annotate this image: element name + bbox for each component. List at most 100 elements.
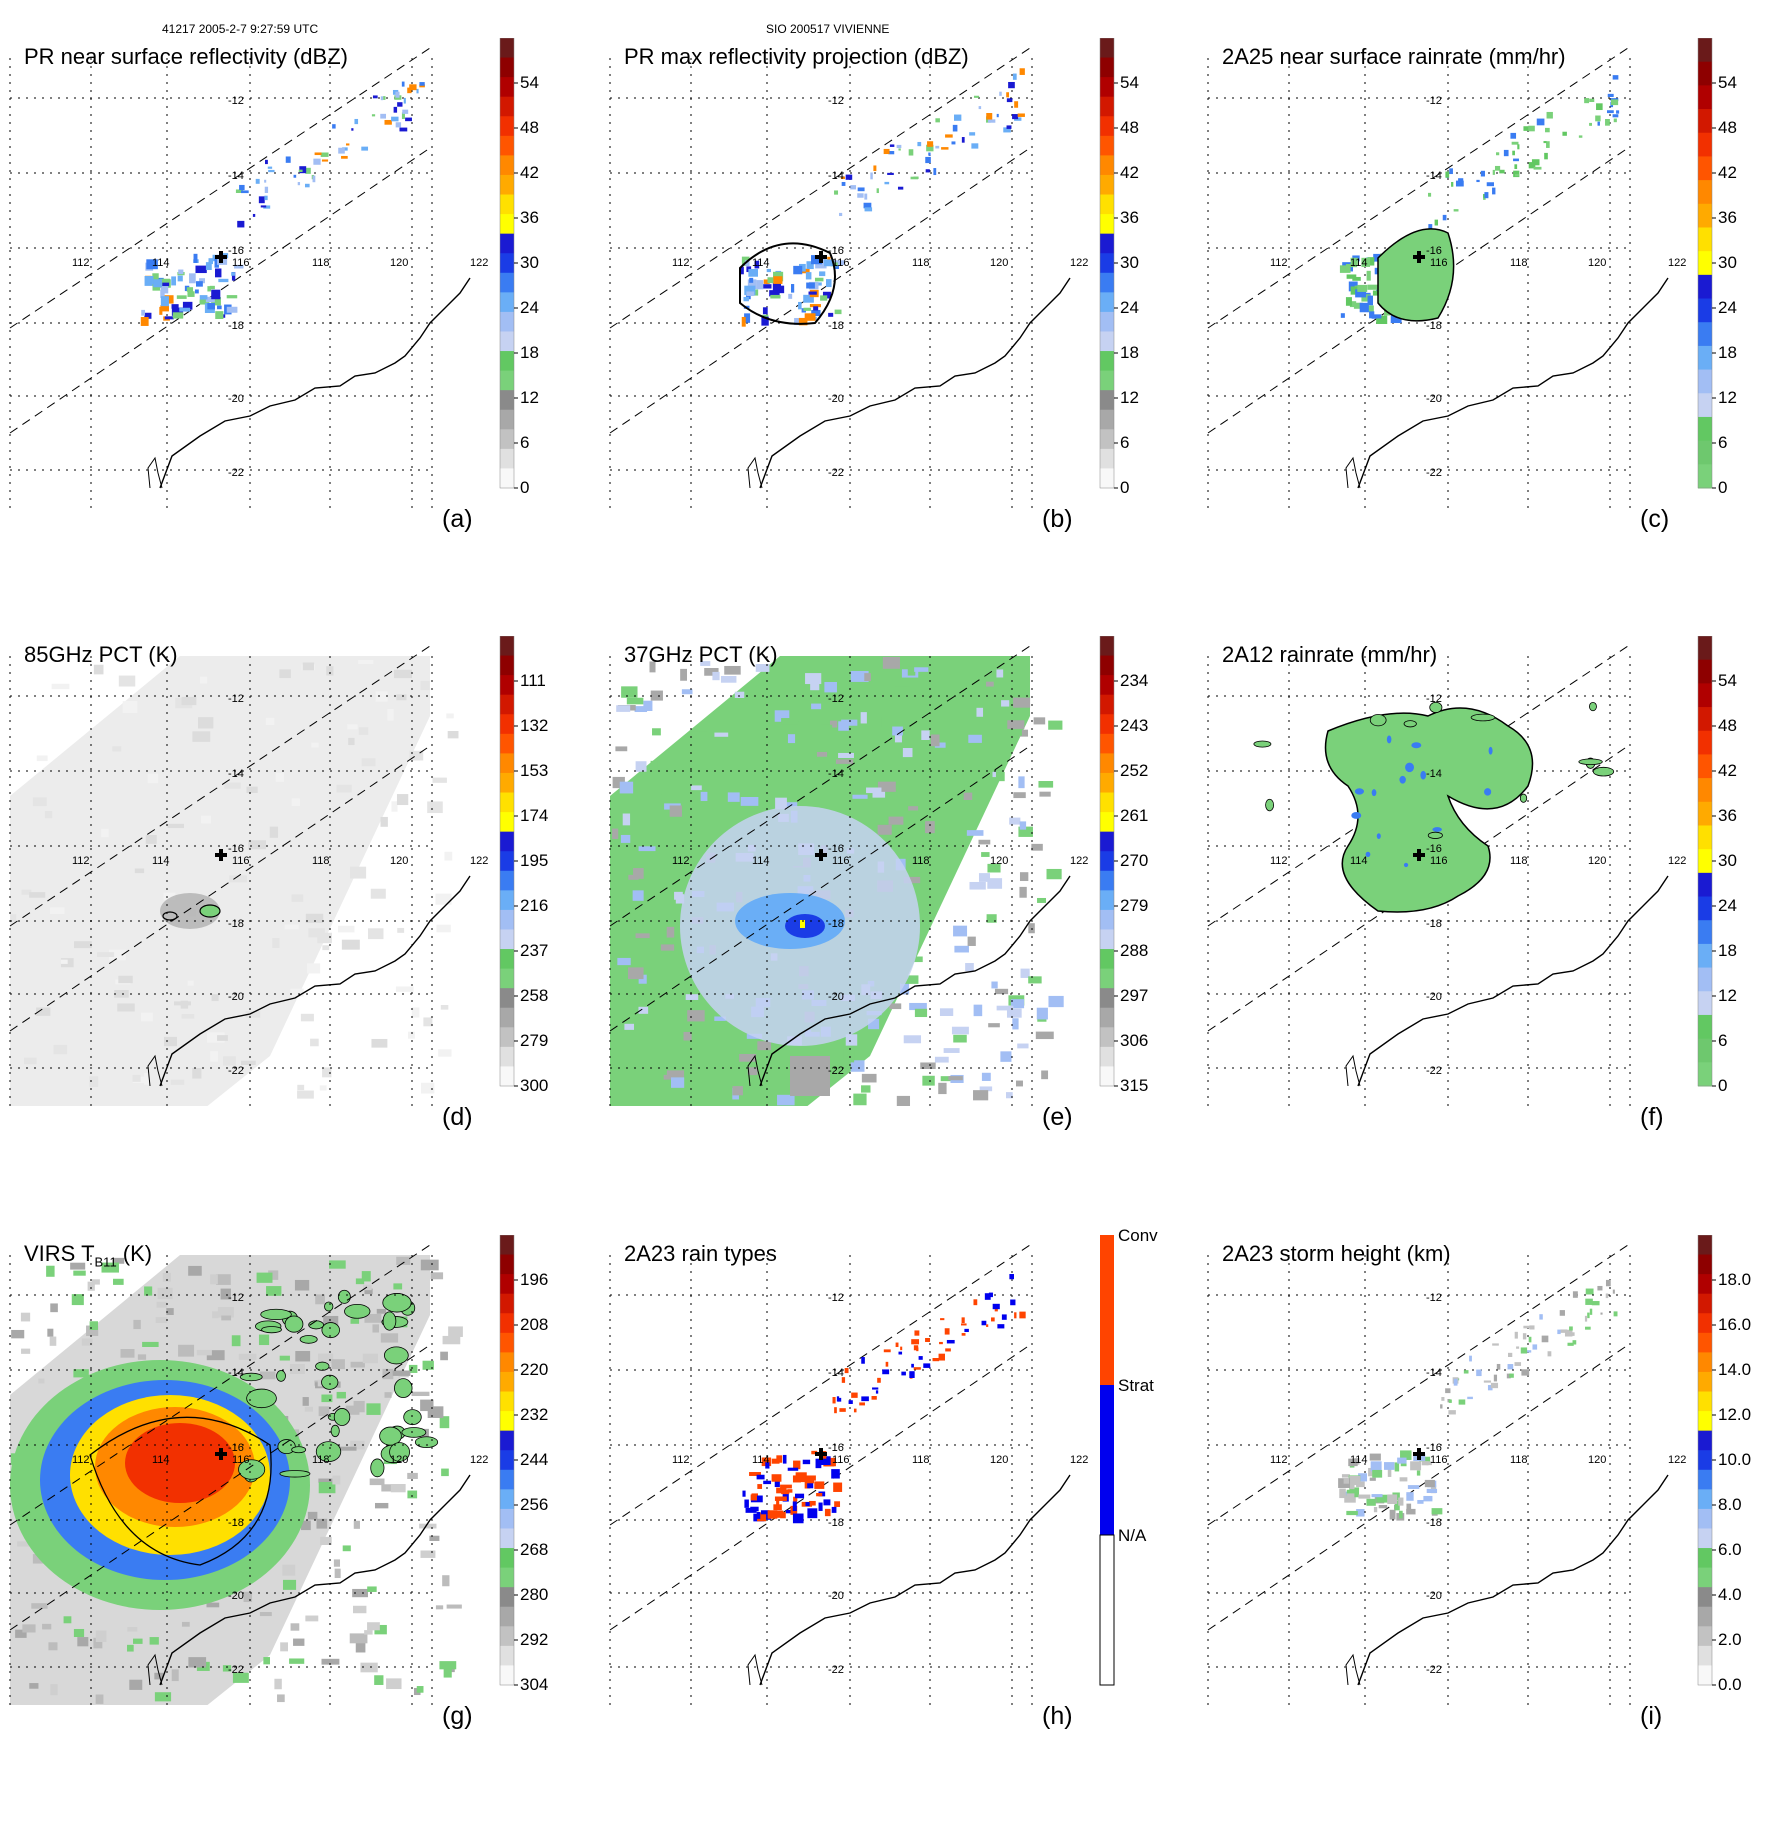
rain-cells	[140, 81, 425, 326]
lat-label: -12	[1426, 1292, 1442, 1304]
lat-label: -16	[1426, 1442, 1442, 1454]
rain-cell	[762, 307, 768, 315]
colorbar-segment	[1698, 707, 1712, 732]
swath-pixel	[341, 939, 360, 950]
lat-label: -20	[828, 991, 844, 1003]
lon-label: 112	[72, 257, 90, 269]
colorbar-segment	[500, 1274, 514, 1295]
swath-pixel	[101, 828, 109, 838]
swath-pixel	[199, 676, 208, 684]
swath-pixel	[442, 1575, 450, 1587]
rain-cell	[822, 291, 831, 299]
swath-pixel	[787, 734, 796, 744]
colorbar-segment	[1100, 714, 1114, 735]
colorbar-tick-label: 297	[1120, 986, 1149, 1005]
lat-label: -20	[228, 991, 244, 1003]
rain-cell	[1399, 1477, 1408, 1482]
lon-label: 112	[672, 257, 690, 269]
lon-label: 114	[1350, 855, 1368, 867]
lat-label: -18	[828, 918, 844, 930]
colorbar-segment	[1698, 659, 1712, 684]
swath-pixel	[15, 1629, 27, 1638]
panel-f-letter: (f)	[1640, 1103, 1664, 1131]
panel-a-map: 112 114 116 118 120 122-12-14-16-18-20-22	[9, 38, 518, 508]
cloud-cell	[382, 1311, 397, 1331]
colorbar-tick-label: 0	[1718, 1076, 1728, 1095]
lon-label: 116	[1430, 257, 1448, 269]
colorbar-tick-label: 0	[1718, 478, 1728, 497]
rain-cell	[1406, 1492, 1414, 1501]
lat-label: -12	[828, 693, 844, 705]
swath-pixel	[73, 1628, 85, 1637]
rain-cell	[1387, 1466, 1392, 1477]
swath-pixel	[380, 816, 388, 827]
swath-pixel	[966, 830, 984, 836]
rain-cell	[840, 176, 845, 180]
swath-pixel	[850, 1060, 865, 1072]
lat-label: -22	[228, 1065, 244, 1077]
swath-pixel	[628, 874, 639, 880]
rain-cell	[772, 283, 781, 293]
swath-pixel	[318, 1481, 336, 1494]
swath-pixel	[740, 797, 759, 806]
colorbar-segment	[1698, 1489, 1712, 1510]
rain-cell	[994, 1308, 998, 1312]
rain-cell	[226, 306, 238, 313]
rain-cell	[938, 1353, 945, 1361]
rain-cell	[861, 1357, 865, 1364]
swath-pixel	[222, 1665, 232, 1672]
swath-pixel	[638, 1006, 649, 1014]
rain-cell	[939, 1341, 943, 1345]
rain-cell	[811, 309, 821, 317]
colorbar-tick-label: 6	[520, 433, 530, 452]
colorbar-segment	[1698, 1430, 1712, 1451]
rain-cell	[299, 166, 307, 174]
rain-cell	[1442, 214, 1447, 221]
swath-pixel	[317, 1353, 334, 1364]
panel-i-letter: (i)	[1640, 1702, 1663, 1730]
colorbar-segment	[1100, 733, 1114, 754]
rain-cell	[1434, 219, 1439, 226]
rain-cell	[205, 262, 212, 271]
swath-pixel	[187, 980, 194, 986]
colorbar-segment	[1698, 345, 1712, 371]
swath-pixel	[420, 1259, 439, 1271]
swath-pixel	[853, 1093, 867, 1106]
swath-pixel	[685, 994, 699, 1000]
colorbar-tick-label: 42	[1718, 761, 1737, 780]
rain-cell	[1440, 1404, 1443, 1409]
swath-pixel	[774, 710, 790, 722]
panel-a-title: PR near surface reflectivity (dBZ)	[24, 44, 348, 69]
rain-cell	[999, 91, 1002, 96]
swath-pixel	[142, 1341, 159, 1347]
swath-pixel	[757, 1041, 772, 1051]
rain-cell	[1531, 159, 1540, 166]
colorbar-segment	[1100, 1046, 1114, 1067]
swath-pixel	[700, 791, 708, 802]
swath-pixel	[36, 1007, 51, 1016]
rain-cell	[215, 311, 224, 319]
rain-cell	[1523, 1325, 1531, 1329]
storm-center-v	[1417, 251, 1421, 263]
rain-cell	[1487, 1385, 1493, 1391]
swath-pixel	[734, 691, 745, 698]
rain-cell	[773, 276, 783, 284]
swath-pixel	[951, 1026, 969, 1035]
swath-pixel	[392, 1370, 411, 1376]
rain-cell	[925, 169, 930, 173]
swath-pixel	[411, 1007, 420, 1018]
rain-cell	[1339, 1488, 1346, 1499]
colorbar-segment	[1100, 929, 1114, 950]
rain-cell	[162, 279, 170, 287]
swath-pixel	[938, 1082, 947, 1095]
swath-pixel	[291, 894, 304, 902]
rain-cell	[887, 172, 894, 175]
swath-pixel	[943, 1048, 960, 1053]
swath-pixel	[318, 1406, 330, 1417]
lon-label: 116	[232, 1454, 250, 1466]
swath-pixel	[444, 851, 453, 861]
cloud-cell	[299, 1335, 318, 1344]
rain-cell	[798, 263, 806, 272]
swath-pixel	[432, 777, 447, 783]
colorbar-segment	[500, 77, 514, 98]
